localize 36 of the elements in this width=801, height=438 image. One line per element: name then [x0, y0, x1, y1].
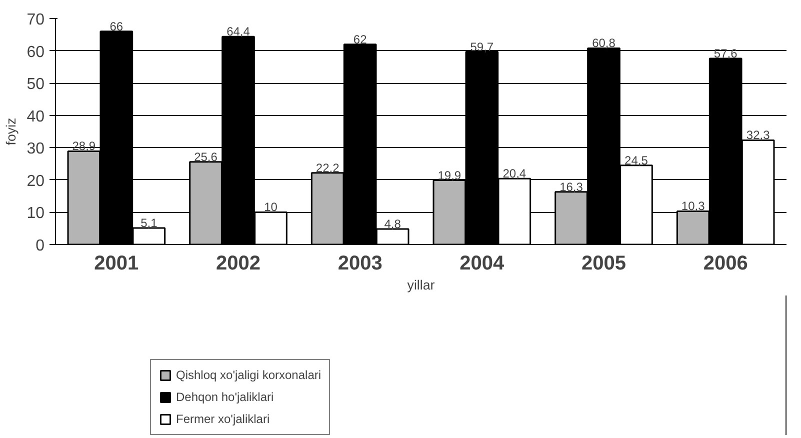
- y-tick-label: 50: [26, 76, 45, 94]
- x-tick-label: 2006: [703, 252, 748, 274]
- legend-label: Fermer xo'jaliklari: [176, 412, 270, 426]
- y-tick-label: 30: [26, 140, 45, 158]
- data-label: 59,7: [470, 40, 494, 54]
- data-label: 57,6: [714, 46, 738, 61]
- data-label: 60,8: [592, 36, 616, 50]
- data-label: 16,3: [560, 180, 584, 194]
- x-tick-label: 2003: [338, 252, 382, 274]
- data-label: 4,8: [384, 217, 402, 232]
- y-axis-title: foyiz: [4, 118, 19, 146]
- data-label: 5,1: [140, 216, 158, 230]
- legend-label: Qishloq xo'jaligi korxonalari: [176, 368, 322, 382]
- x-tick-label: 2001: [94, 252, 139, 274]
- data-label: 66: [110, 19, 124, 34]
- data-label: 20,4: [502, 166, 526, 181]
- data-label: 64,4: [226, 24, 250, 39]
- y-tick-label: 70: [26, 12, 45, 28]
- y-tick-label: 0: [36, 238, 45, 254]
- x-tick-label: 2002: [216, 252, 261, 274]
- data-label: 24,5: [624, 153, 648, 168]
- x-tick-label: 2005: [582, 252, 626, 274]
- x-tick-label: 2004: [460, 252, 506, 274]
- legend-label: Dehqon ho'jaliklari: [176, 390, 274, 404]
- data-label: 25,6: [194, 150, 218, 164]
- data-label: 10,3: [681, 199, 706, 214]
- data-label: 62: [353, 32, 368, 46]
- data-label: 19,9: [438, 168, 462, 182]
- data-label: 10: [264, 200, 278, 214]
- data-label: 22,2: [316, 160, 340, 175]
- y-tick-label: 60: [26, 44, 45, 61]
- data-label: 32,3: [746, 128, 770, 142]
- y-tick-label: 20: [26, 172, 45, 190]
- y-tick-label: 10: [26, 205, 45, 222]
- x-axis-title: yillar: [407, 278, 436, 292]
- y-tick-label: 40: [26, 108, 45, 126]
